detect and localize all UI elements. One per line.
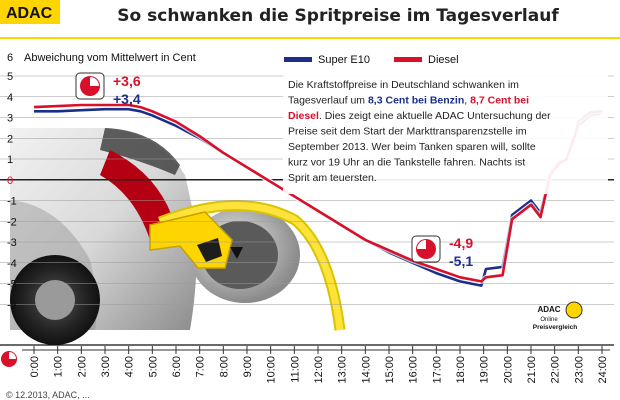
legend-swatch-e10	[284, 57, 312, 62]
info-text-span: Sprit am teuersten.	[288, 172, 377, 184]
y-tick-label: 5	[7, 71, 13, 83]
badge-icon	[565, 301, 583, 319]
info-box: Die Kraftstoffpreise in Deutschland schw…	[283, 72, 608, 194]
legend-swatch-diesel	[394, 57, 422, 62]
y-tick-label: 3	[7, 113, 13, 125]
legend-label-diesel: Diesel	[428, 54, 459, 66]
x-tick-label: 1:00	[53, 356, 65, 377]
min-value-diesel: -4,9	[449, 235, 473, 251]
x-tick-label: 0:00	[29, 356, 41, 377]
footer-note: © 12.2013, ADAC, ...	[6, 390, 90, 400]
y-tick-label: 1	[7, 154, 13, 166]
y-tick-label: -1	[7, 196, 17, 208]
clock-segment-min	[417, 240, 426, 249]
x-tick-label: 9:00	[242, 356, 254, 377]
max-callout: +3,6 +3,4	[75, 72, 141, 107]
legend-label-e10: Super E10	[318, 54, 370, 66]
brand-badge: ADAC Online Preisvergleich	[533, 301, 583, 331]
car-illustration	[10, 128, 346, 345]
x-tick-label: 14:00	[360, 356, 372, 384]
info-box-bg	[283, 72, 608, 194]
info-text-span: Diesel	[288, 110, 319, 122]
x-tick-label: 24:00	[597, 356, 609, 384]
info-text: Die Kraftstoffpreise in Deutschland schw…	[288, 79, 551, 184]
x-tick-label: 19:00	[479, 356, 491, 384]
x-tick-label: 23:00	[573, 356, 585, 384]
x-tick-label: 10:00	[266, 356, 278, 384]
clock-axis-segment	[9, 352, 16, 359]
x-tick-label: 2:00	[76, 356, 88, 377]
x-tick-label: 15:00	[384, 356, 396, 384]
y-tick-label: -5	[7, 279, 17, 291]
info-text-span: . Dies zeigt eine aktuelle ADAC Untersuc…	[319, 110, 551, 122]
badge-line3: Preisvergleich	[533, 324, 577, 331]
y-tick-label: -3	[7, 237, 17, 249]
nozzle-grip	[197, 238, 222, 262]
x-tick-label: 4:00	[124, 356, 136, 377]
y-tick-label: 4	[7, 92, 13, 104]
x-tick-label: 12:00	[313, 356, 325, 384]
y-axis-label: Abweichung vom Mittelwert in Cent	[24, 52, 196, 64]
x-tick-label: 22:00	[550, 356, 562, 384]
info-text-span: 8,7 Cent bei	[470, 95, 529, 107]
warning-icon	[230, 247, 243, 259]
wheel-hub	[35, 280, 75, 320]
x-axis: 0:00 1:00 2:00 3:00 4:00 5:00 6:00 7:00 8:00 9:00…	[0, 344, 620, 387]
x-tick-label: 11:00	[289, 356, 301, 383]
info-text-span: Tagesverlauf um	[288, 95, 368, 107]
x-tick-label: 3:00	[100, 356, 112, 377]
legend: Super E10 Diesel	[284, 54, 459, 66]
y-tick-label: 6	[7, 52, 13, 64]
logo-text: ADAC	[6, 5, 53, 22]
logo-box	[0, 0, 60, 24]
x-tick-label: 6:00	[171, 356, 183, 377]
max-value-e10: +3,4	[113, 91, 141, 107]
page-title: So schwanken die Spritpreise im Tagesver…	[117, 6, 559, 26]
x-axis-band	[0, 345, 620, 387]
x-tick-label: 18:00	[455, 356, 467, 384]
x-tick-label: 17:00	[431, 356, 443, 384]
x-tick-label: 5:00	[147, 356, 159, 377]
x-tick-label: 21:00	[526, 356, 538, 384]
y-tick-label: -4	[7, 258, 17, 270]
info-text-span: September 2013. Wer beim Tanken sparen w…	[288, 141, 536, 153]
x-tick-label: 7:00	[195, 356, 207, 377]
info-text-span: 8,3 Cent bei Benzin	[368, 95, 464, 107]
y-tick-label: 2	[7, 133, 13, 145]
badge-line1: ADAC	[537, 305, 560, 314]
header-rule	[0, 37, 620, 39]
info-text-span: kurz vor 19 Uhr an die Tankstelle fahren…	[288, 157, 525, 169]
min-callout: -4,9 -5,1	[411, 235, 473, 269]
info-text-span: ,	[464, 95, 470, 107]
badge-line2: Online	[540, 317, 558, 323]
max-value-diesel: +3,6	[113, 73, 141, 89]
y-tick-label: -6	[7, 299, 17, 311]
info-text-span: Preise seit dem Start der Markttranspare…	[288, 126, 527, 138]
tail-light	[100, 150, 175, 240]
fuel-hose-highlight	[158, 202, 344, 331]
x-tick-label: 8:00	[218, 356, 230, 377]
x-tick-label: 16:00	[408, 356, 420, 384]
x-tick-label: 13:00	[337, 356, 349, 384]
min-value-e10: -5,1	[449, 253, 473, 269]
x-tick-label: 20:00	[502, 356, 514, 384]
info-text-span: Die Kraftstoffpreise in Deutschland schw…	[288, 79, 519, 91]
car-window	[100, 128, 180, 175]
clock-segment	[90, 77, 99, 86]
y-axis-ticks: 6 5 4 3 2 1 0 -1 -2 -3 -4 -5 -6	[7, 52, 17, 311]
y-tick-label: -2	[7, 216, 17, 228]
y-tick-label: 0	[7, 175, 13, 187]
header: ADAC So schwanken die Spritpreise im Tag…	[0, 0, 620, 39]
